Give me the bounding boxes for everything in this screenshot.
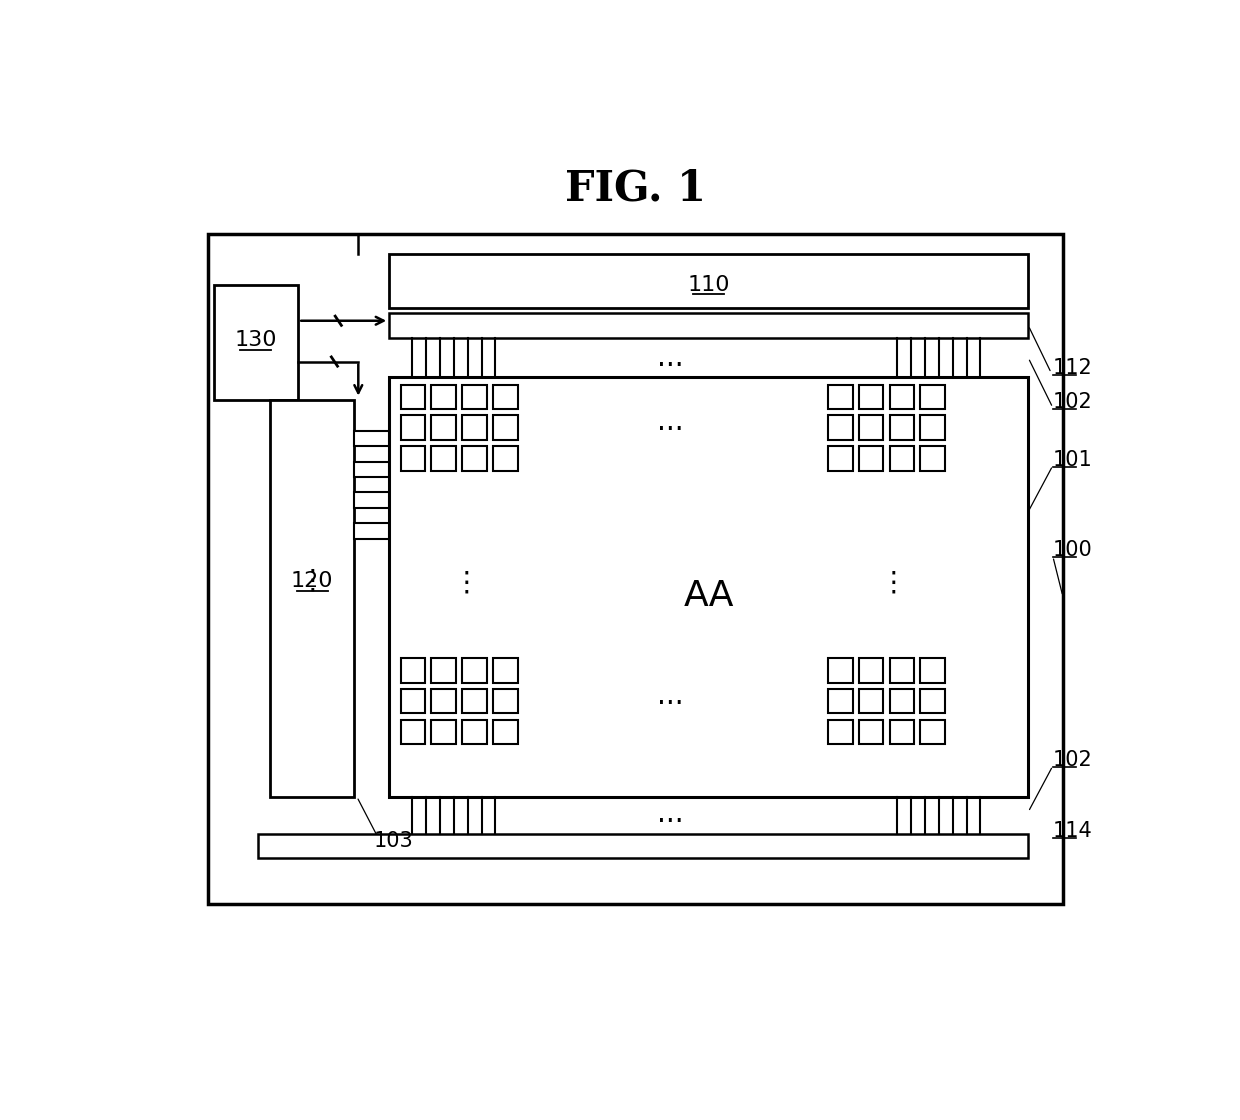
Bar: [920, 689, 945, 713]
Bar: [889, 384, 914, 409]
Bar: [828, 384, 853, 409]
Bar: [494, 416, 517, 440]
Bar: [859, 446, 883, 470]
Bar: [432, 446, 456, 470]
Bar: [389, 312, 1028, 337]
Bar: [355, 431, 389, 446]
Bar: [828, 446, 853, 470]
Text: 100: 100: [1053, 540, 1092, 560]
Bar: [494, 384, 517, 409]
Text: 102: 102: [1053, 750, 1092, 771]
Bar: [859, 416, 883, 440]
Bar: [494, 689, 517, 713]
Bar: [463, 384, 487, 409]
Bar: [859, 689, 883, 713]
Bar: [401, 657, 425, 682]
Bar: [401, 416, 425, 440]
Text: ⋮: ⋮: [879, 569, 908, 597]
Text: ...: ...: [657, 682, 683, 710]
Bar: [494, 657, 517, 682]
Bar: [258, 833, 1028, 858]
Bar: [828, 657, 853, 682]
Bar: [463, 446, 487, 470]
Text: 114: 114: [1053, 821, 1092, 841]
Bar: [859, 384, 883, 409]
Text: 112: 112: [1053, 357, 1092, 377]
Text: FIG. 1: FIG. 1: [565, 167, 706, 209]
Bar: [920, 657, 945, 682]
Bar: [389, 254, 1028, 308]
Text: ...: ...: [657, 800, 683, 828]
Text: 102: 102: [1053, 392, 1092, 412]
Bar: [355, 523, 389, 539]
Text: 103: 103: [373, 831, 413, 851]
Bar: [920, 446, 945, 470]
Bar: [432, 384, 456, 409]
Bar: [859, 719, 883, 744]
Bar: [432, 657, 456, 682]
Bar: [463, 719, 487, 744]
Text: ...: ...: [657, 408, 683, 436]
Bar: [355, 493, 389, 507]
Bar: [463, 689, 487, 713]
Bar: [401, 719, 425, 744]
Bar: [401, 689, 425, 713]
Text: 130: 130: [234, 330, 277, 349]
Text: ⋮: ⋮: [453, 569, 480, 597]
Text: 120: 120: [291, 571, 334, 591]
Bar: [494, 446, 517, 470]
Text: ⋮: ⋮: [299, 567, 326, 595]
Bar: [355, 461, 389, 477]
Bar: [920, 416, 945, 440]
Bar: [432, 416, 456, 440]
Bar: [389, 377, 1028, 796]
Bar: [828, 719, 853, 744]
Bar: [494, 719, 517, 744]
Bar: [889, 446, 914, 470]
Bar: [828, 416, 853, 440]
Text: AA: AA: [683, 579, 734, 614]
Bar: [463, 657, 487, 682]
Bar: [920, 719, 945, 744]
Bar: [213, 284, 299, 400]
Bar: [889, 719, 914, 744]
Bar: [401, 384, 425, 409]
Text: ...: ...: [657, 344, 683, 372]
Text: 101: 101: [1053, 450, 1092, 470]
Bar: [889, 416, 914, 440]
Bar: [432, 689, 456, 713]
Bar: [828, 689, 853, 713]
Bar: [889, 689, 914, 713]
Bar: [432, 719, 456, 744]
Bar: [920, 384, 945, 409]
Bar: [208, 234, 1063, 904]
Bar: [889, 657, 914, 682]
Bar: [270, 400, 355, 796]
Bar: [859, 657, 883, 682]
Bar: [463, 416, 487, 440]
Text: 110: 110: [687, 274, 730, 295]
Bar: [401, 446, 425, 470]
